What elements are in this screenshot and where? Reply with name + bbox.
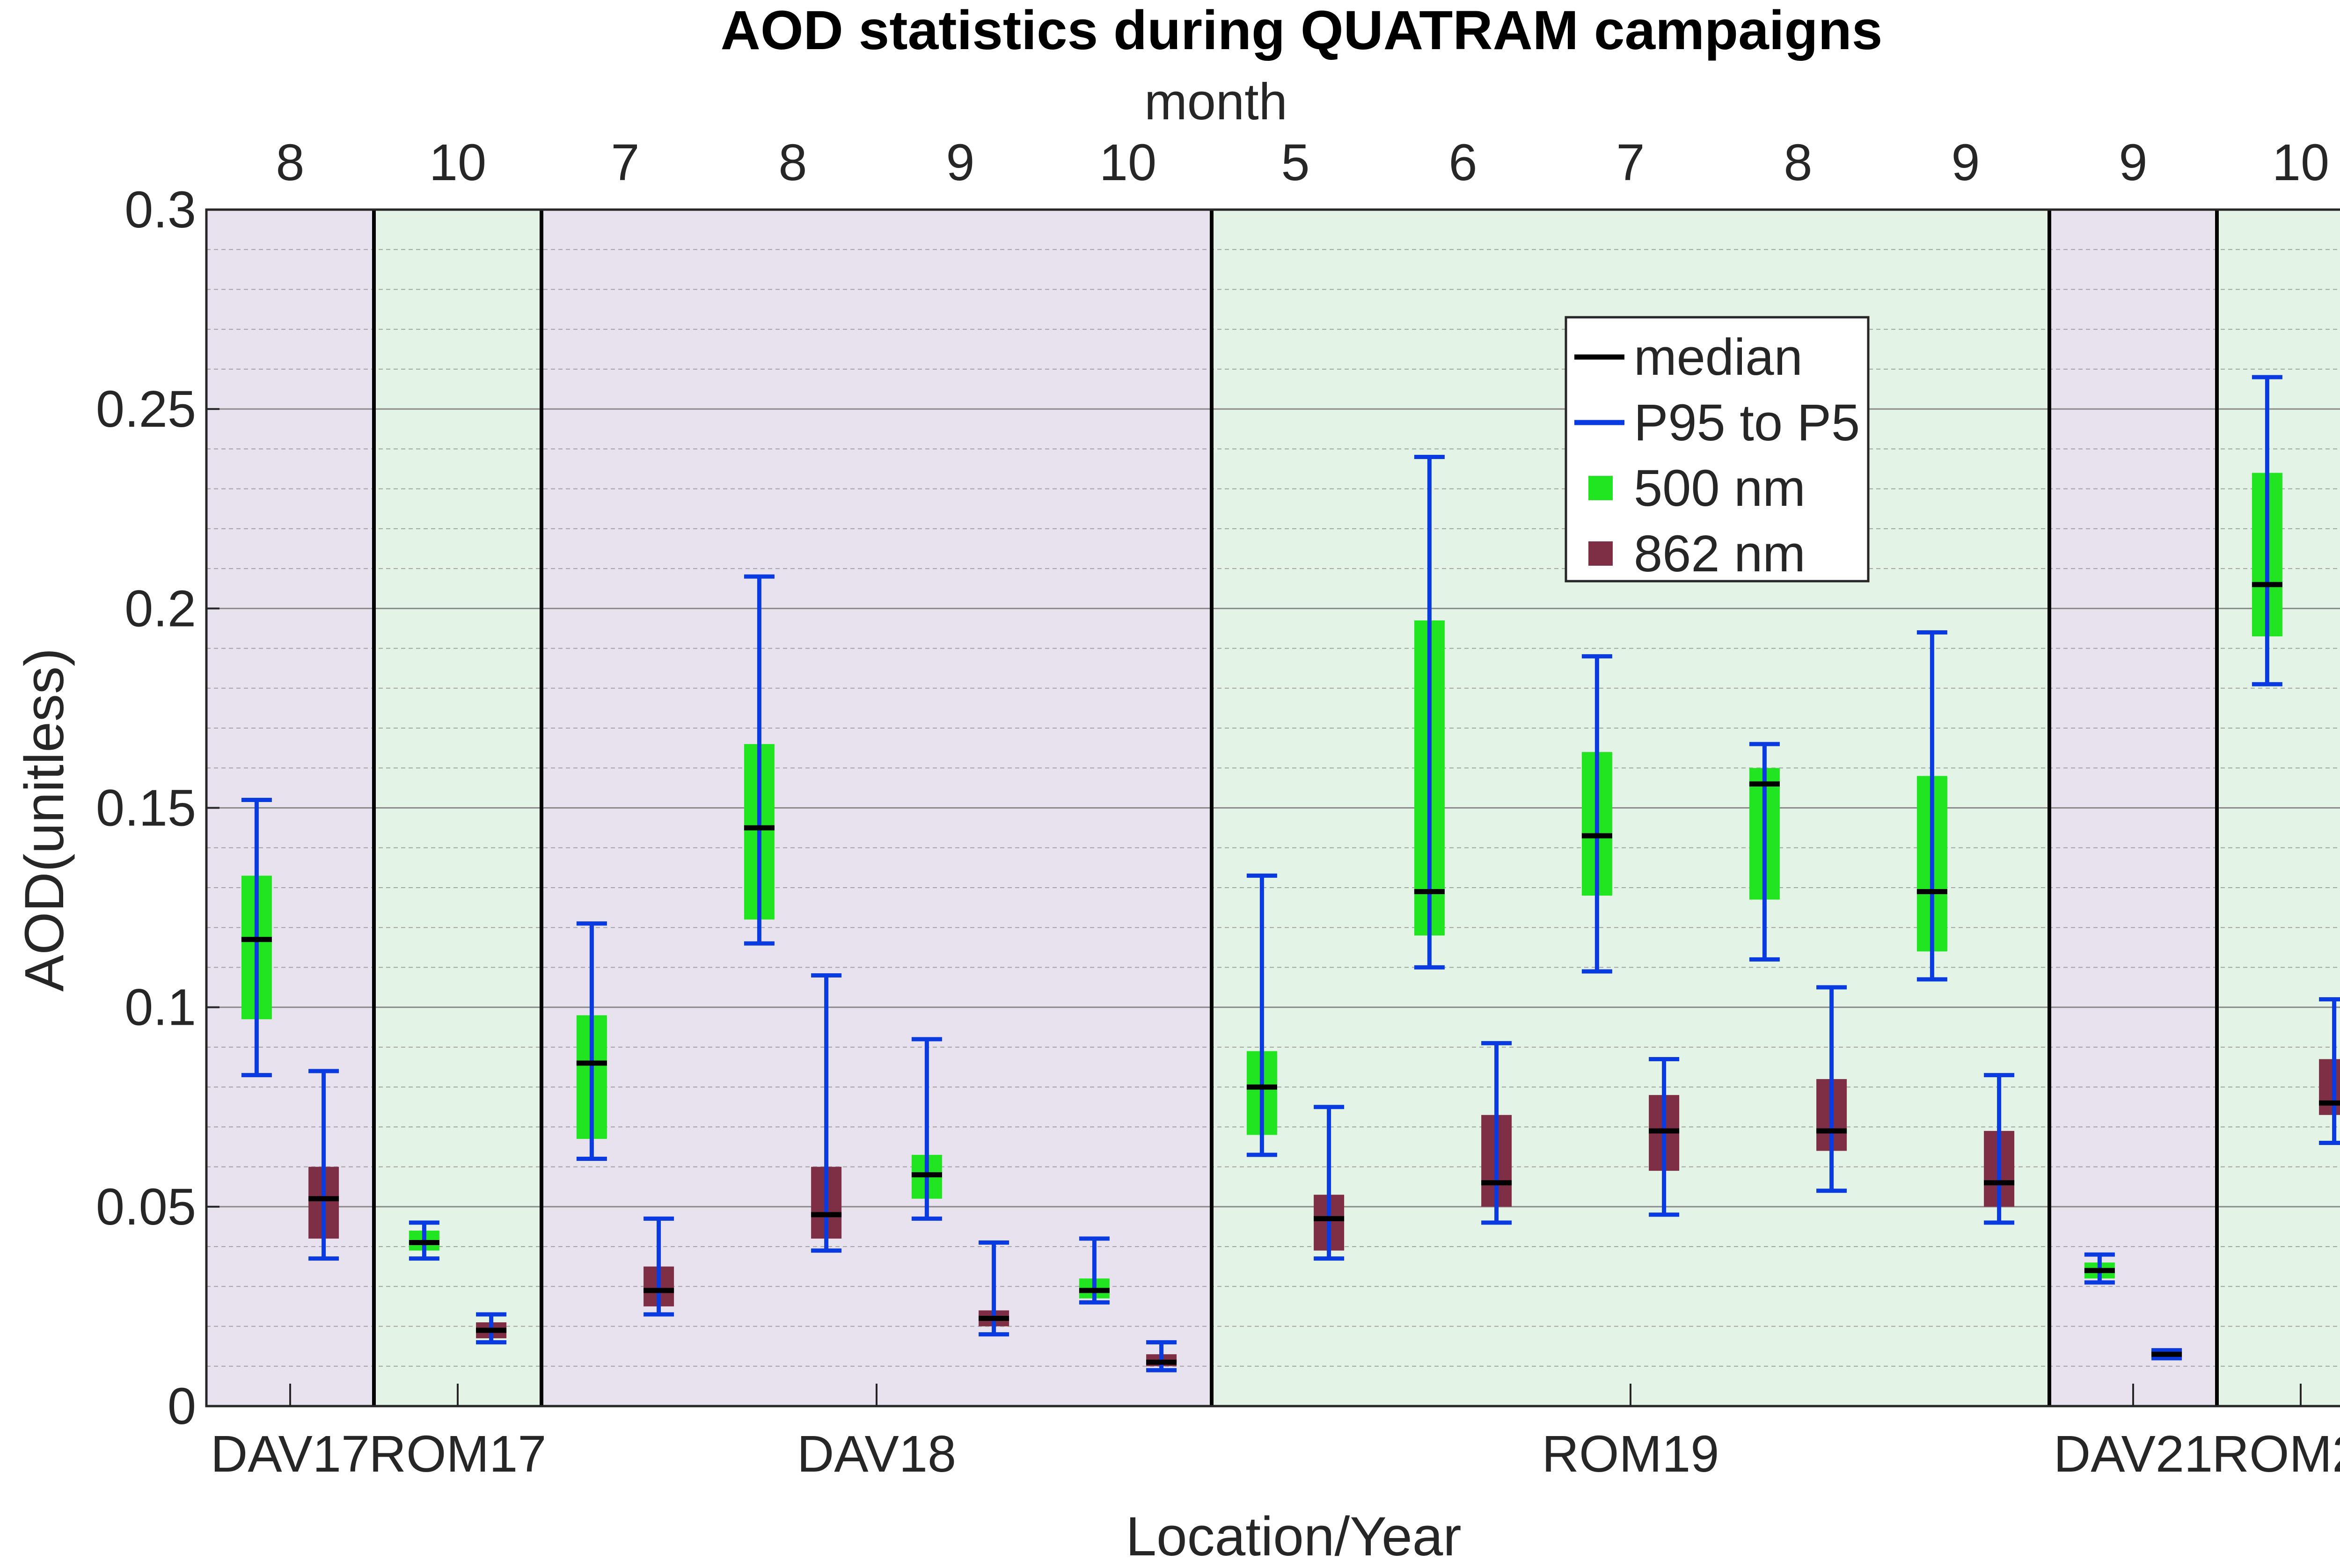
grid-lines xyxy=(206,249,2340,1367)
box-500-nm-slot-5 xyxy=(1079,1236,1110,1305)
month-label: 5 xyxy=(1281,134,1309,191)
chart-title: AOD statistics during QUATRAM campaigns xyxy=(721,0,1883,61)
month-label: 9 xyxy=(1951,134,1980,191)
box-500-nm-slot-8 xyxy=(1581,654,1612,974)
box-500-nm-slot-9 xyxy=(1749,742,1780,962)
y-tick-label: 0 xyxy=(168,1378,196,1435)
month-label: 10 xyxy=(429,134,486,191)
month-label: 8 xyxy=(778,134,807,191)
box-862-nm-slot-4 xyxy=(979,1240,1009,1337)
box-862-nm-slot-9 xyxy=(1816,985,1847,1193)
box-500-nm-slot-2 xyxy=(576,921,607,1161)
box-862-nm-slot-12 xyxy=(2319,997,2340,1145)
box-500-nm-slot-3 xyxy=(744,574,775,946)
month-label: 9 xyxy=(2119,134,2147,191)
legend-entries: median P95 to P5 500 nm 862 nm xyxy=(1574,328,1860,583)
x-category-label: DAV21 xyxy=(2054,1425,2213,1483)
month-label: 10 xyxy=(2272,134,2329,191)
y-tick-label: 0.25 xyxy=(96,380,196,438)
box-862-nm-slot-8 xyxy=(1649,1057,1680,1217)
legend: median P95 to P5 500 nm 862 nm xyxy=(1565,316,1870,583)
legend-label: P95 to P5 xyxy=(1634,394,1860,452)
campaign-separators xyxy=(372,210,2219,1406)
legend-frame xyxy=(1565,316,1870,583)
legend-entry-500-nm: 500 nm xyxy=(1588,459,1806,517)
box-862-nm-slot-3 xyxy=(811,973,842,1253)
legend-entry-p95-to-p5: P95 to P5 xyxy=(1574,394,1860,452)
y-axis-ticks: 0 0.05 0.1 0.15 0.2 0.25 0.3 xyxy=(96,181,219,1435)
box-500-nm-slot-12 xyxy=(2252,375,2282,686)
box-500-nm-slot-10 xyxy=(1916,630,1947,982)
y-tick-label: 0.15 xyxy=(96,780,196,837)
box-862-nm-slot-7 xyxy=(1481,1041,1512,1225)
y-tick-label: 0.05 xyxy=(96,1178,196,1236)
x-category-label: ROM21 xyxy=(2212,1425,2340,1483)
box-862-nm-slot-2 xyxy=(644,1216,674,1317)
month-label: 6 xyxy=(1448,134,1477,191)
month-label: 8 xyxy=(1784,134,1812,191)
x-category-label: DAV18 xyxy=(797,1425,956,1483)
y-tick-label: 0.2 xyxy=(124,580,196,637)
legend-label: 500 nm xyxy=(1634,459,1806,517)
month-label: 7 xyxy=(611,134,639,191)
box-862-nm-slot-6 xyxy=(1314,1105,1345,1261)
box-862-nm-slot-1 xyxy=(476,1312,507,1345)
legend-label: median xyxy=(1634,328,1803,386)
legend-box-swatch xyxy=(1588,541,1613,566)
box-500-nm-slot-7 xyxy=(1414,454,1445,970)
month-label: 8 xyxy=(276,134,304,191)
legend-entry-862-nm: 862 nm xyxy=(1588,525,1806,583)
y-axis-title: AOD(unitless) xyxy=(14,648,75,992)
box-500-nm-slot-1 xyxy=(409,1220,439,1261)
month-label: 10 xyxy=(1099,134,1156,191)
month-label: 7 xyxy=(1616,134,1645,191)
iqr-box xyxy=(2319,1059,2340,1115)
box-500-nm-slot-4 xyxy=(911,1037,942,1221)
box-862-nm-slot-11 xyxy=(2151,1348,2182,1361)
month-label: 9 xyxy=(946,134,974,191)
box-500-nm-slot-6 xyxy=(1246,873,1277,1157)
box-plots xyxy=(241,375,2340,1372)
box-862-nm-slot-0 xyxy=(308,1069,339,1261)
box-500-nm-slot-11 xyxy=(2084,1252,2115,1285)
y-tick-label: 0.3 xyxy=(124,181,196,239)
box-500-nm-slot-0 xyxy=(241,797,272,1078)
month-tick-labels: 8 10 7 8 9 10 5 6 7 8 9 9 10 xyxy=(276,134,2329,191)
legend-box-swatch xyxy=(1588,476,1613,500)
box-862-nm-slot-5 xyxy=(1146,1340,1177,1372)
top-axis-label: month xyxy=(1144,73,1287,131)
x-category-label: ROM19 xyxy=(1542,1425,1719,1483)
y-tick-label: 0.1 xyxy=(124,979,196,1036)
x-axis-title: Location/Year xyxy=(1126,1506,1461,1568)
box-862-nm-slot-10 xyxy=(1984,1073,2015,1225)
x-category-label: ROM17 xyxy=(369,1425,547,1483)
x-category-label: DAV17 xyxy=(211,1425,370,1483)
legend-entry-median: median xyxy=(1574,328,1803,386)
legend-label: 862 nm xyxy=(1634,525,1806,583)
